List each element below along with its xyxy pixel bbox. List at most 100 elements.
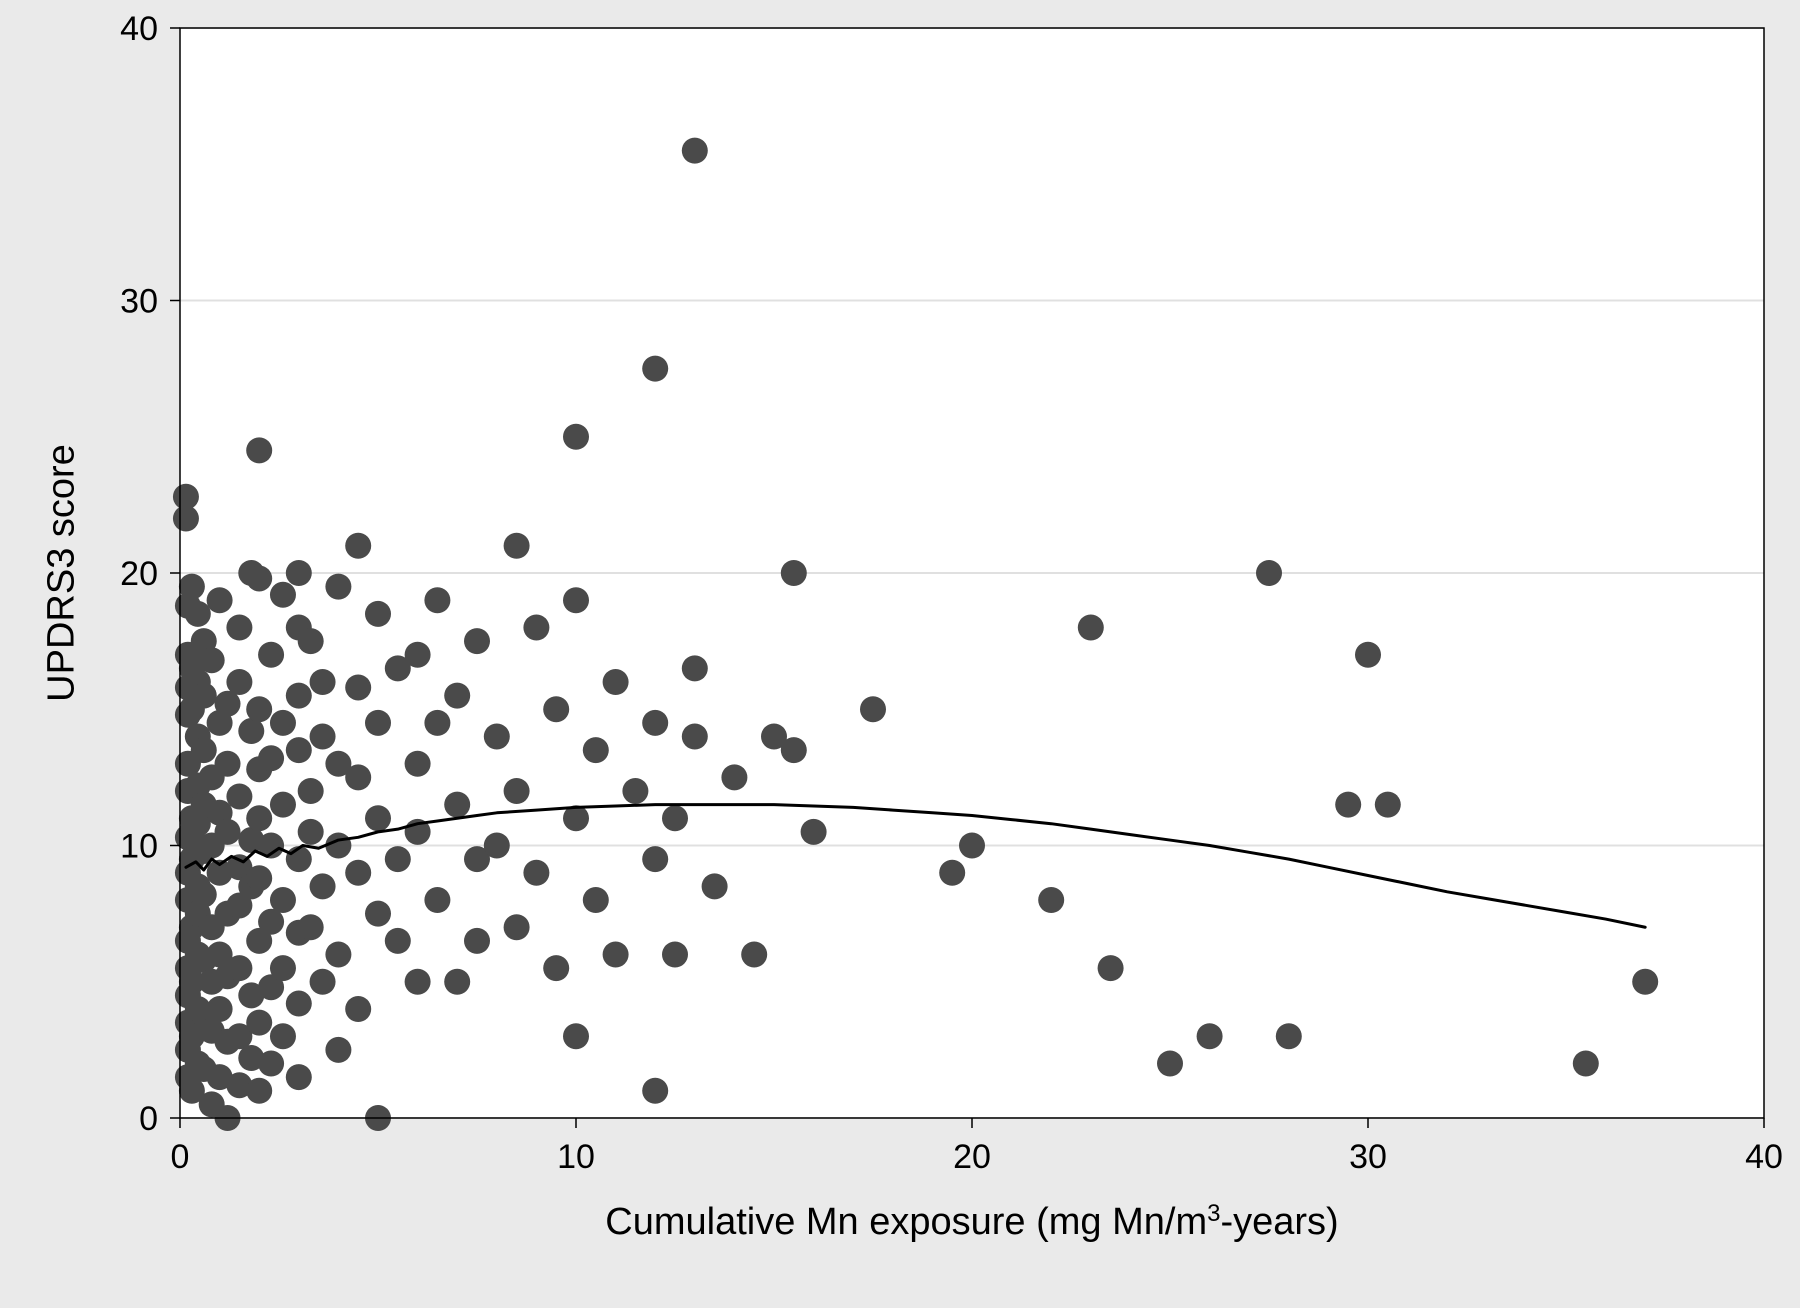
- chart-svg: 010203040010203040Cumulative Mn exposure…: [0, 0, 1800, 1308]
- data-point: [325, 1037, 351, 1063]
- data-point: [270, 955, 296, 981]
- data-point: [603, 942, 629, 968]
- data-point: [1038, 887, 1064, 913]
- x-axis-label: Cumulative Mn exposure (mg Mn/m3-years): [605, 1200, 1338, 1244]
- data-point: [191, 737, 217, 763]
- data-point: [246, 696, 272, 722]
- data-point: [270, 710, 296, 736]
- data-point: [286, 737, 312, 763]
- data-point: [226, 669, 252, 695]
- data-point: [298, 819, 324, 845]
- data-point: [246, 1078, 272, 1104]
- data-point: [741, 942, 767, 968]
- data-point: [298, 778, 324, 804]
- data-point: [258, 745, 284, 771]
- y-axis-label: UPDRS3 score: [41, 444, 83, 702]
- data-point: [424, 710, 450, 736]
- data-point: [286, 1064, 312, 1090]
- data-point: [563, 587, 589, 613]
- data-point: [543, 955, 569, 981]
- data-point: [345, 996, 371, 1022]
- data-point: [1197, 1023, 1223, 1049]
- data-point: [207, 587, 233, 613]
- y-tick-label: 0: [139, 1100, 158, 1138]
- data-point: [286, 991, 312, 1017]
- data-point: [310, 969, 336, 995]
- data-point: [424, 887, 450, 913]
- x-tick-label: 30: [1349, 1138, 1387, 1176]
- data-point: [207, 996, 233, 1022]
- data-point: [286, 683, 312, 709]
- data-point: [325, 574, 351, 600]
- data-point: [939, 860, 965, 886]
- data-point: [464, 628, 490, 654]
- data-point: [246, 565, 272, 591]
- y-tick-label: 30: [120, 282, 158, 320]
- data-point: [246, 1010, 272, 1036]
- data-point: [405, 751, 431, 777]
- data-point: [444, 683, 470, 709]
- data-point: [682, 655, 708, 681]
- data-point: [385, 928, 411, 954]
- data-point: [270, 792, 296, 818]
- data-point: [504, 914, 530, 940]
- data-point: [682, 138, 708, 164]
- data-point: [484, 833, 510, 859]
- data-point: [226, 783, 252, 809]
- data-point: [365, 601, 391, 627]
- data-point: [1276, 1023, 1302, 1049]
- data-point: [959, 833, 985, 859]
- data-point: [1256, 560, 1282, 586]
- data-point: [504, 533, 530, 559]
- data-point: [662, 805, 688, 831]
- data-point: [1573, 1051, 1599, 1077]
- data-point: [298, 914, 324, 940]
- data-point: [298, 628, 324, 654]
- data-point: [484, 724, 510, 750]
- data-point: [781, 737, 807, 763]
- data-point: [504, 778, 530, 804]
- data-point: [523, 615, 549, 641]
- scatter-chart: 010203040010203040Cumulative Mn exposure…: [0, 0, 1800, 1308]
- data-point: [642, 846, 668, 872]
- data-point: [310, 669, 336, 695]
- data-point: [781, 560, 807, 586]
- data-point: [563, 1023, 589, 1049]
- data-point: [444, 792, 470, 818]
- data-point: [603, 669, 629, 695]
- data-point: [310, 873, 336, 899]
- data-point: [543, 696, 569, 722]
- data-point: [424, 587, 450, 613]
- data-point: [325, 942, 351, 968]
- data-point: [215, 819, 241, 845]
- data-point: [365, 805, 391, 831]
- y-tick-label: 40: [120, 10, 158, 48]
- data-point: [662, 942, 688, 968]
- data-point: [1078, 615, 1104, 641]
- data-point: [215, 751, 241, 777]
- data-point: [191, 683, 217, 709]
- data-point: [860, 696, 886, 722]
- data-point: [1335, 792, 1361, 818]
- data-point: [1157, 1051, 1183, 1077]
- data-point: [1375, 792, 1401, 818]
- data-point: [345, 764, 371, 790]
- data-point: [345, 533, 371, 559]
- data-point: [226, 615, 252, 641]
- data-point: [444, 969, 470, 995]
- y-tick-label: 10: [120, 827, 158, 865]
- data-point: [365, 901, 391, 927]
- x-tick-label: 10: [557, 1138, 595, 1176]
- data-point: [583, 887, 609, 913]
- data-point: [270, 582, 296, 608]
- data-point: [246, 437, 272, 463]
- data-point: [365, 710, 391, 736]
- data-point: [325, 833, 351, 859]
- data-point: [345, 860, 371, 886]
- data-point: [642, 1078, 668, 1104]
- data-point: [702, 873, 728, 899]
- data-point: [199, 647, 225, 673]
- data-point: [464, 928, 490, 954]
- data-point: [185, 601, 211, 627]
- data-point: [270, 1023, 296, 1049]
